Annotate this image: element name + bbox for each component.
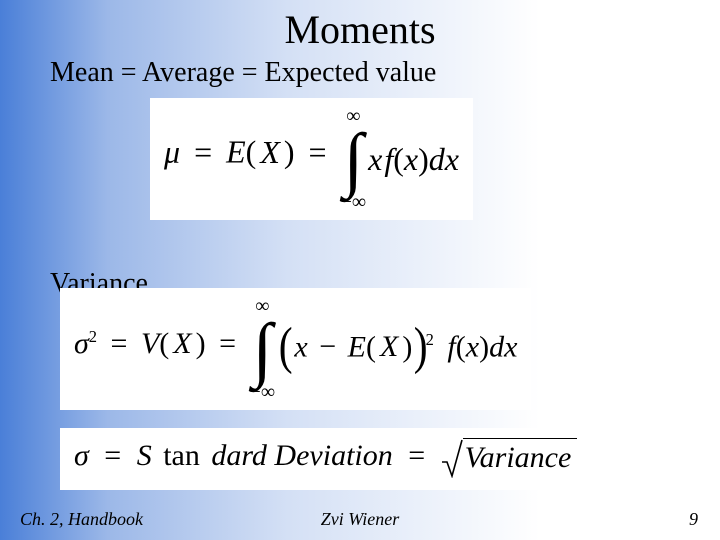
sd-rest: dard Deviation bbox=[211, 439, 392, 472]
slide-title: Moments bbox=[0, 0, 720, 53]
E-symbol: E bbox=[226, 134, 246, 170]
S-symbol: S bbox=[137, 439, 152, 472]
superscript-2: 2 bbox=[89, 327, 97, 346]
equals-sign: = bbox=[96, 439, 129, 472]
integral-sign: ∞ ∫ −∞ bbox=[250, 296, 276, 402]
formula-sd: σ = S tan dard Deviation = Variance bbox=[60, 428, 591, 490]
mu-symbol: μ bbox=[164, 134, 180, 170]
equals-sign: = bbox=[105, 327, 134, 360]
sqrt: Variance bbox=[441, 438, 578, 478]
subtitle-mean: Mean = Average = Expected value bbox=[0, 57, 720, 89]
footer-center: Zvi Wiener bbox=[321, 509, 400, 530]
lparen: ( bbox=[393, 141, 404, 177]
x-symbol: x bbox=[294, 330, 307, 363]
big-lparen: ( bbox=[279, 317, 293, 376]
integrand-x: x bbox=[404, 141, 418, 177]
lparen: ( bbox=[246, 134, 257, 170]
formula-mean: μ = E(X) = ∞ ∫ −∞ xf(x)dx bbox=[150, 98, 473, 220]
footer: Ch. 2, Handbook Zvi Wiener 9 bbox=[0, 509, 720, 530]
equals-sign: = bbox=[188, 134, 218, 170]
big-rparen: ) bbox=[414, 317, 428, 376]
sqrt-icon bbox=[441, 438, 463, 478]
integrand-x: x bbox=[368, 141, 382, 177]
tan-text: tan bbox=[159, 439, 204, 472]
integral-sign: ∞ ∫ −∞ bbox=[341, 106, 367, 212]
integral-lower-limit: −∞ bbox=[341, 192, 367, 212]
equals-sign: = bbox=[303, 134, 333, 170]
formula-mean-box: μ = E(X) = ∞ ∫ −∞ xf(x)dx bbox=[150, 98, 473, 220]
footer-left: Ch. 2, Handbook bbox=[20, 509, 143, 530]
footer-page-number: 9 bbox=[689, 509, 698, 530]
rparen: ) bbox=[284, 134, 295, 170]
rparen: ) bbox=[418, 141, 429, 177]
sigma-symbol: σ bbox=[74, 327, 89, 360]
x-symbol: x bbox=[466, 330, 479, 363]
X-symbol: X bbox=[376, 330, 402, 363]
dx: dx bbox=[429, 141, 459, 177]
formula-sd-box: σ = S tan dard Deviation = Variance bbox=[60, 428, 591, 490]
formula-variance-box: σ2 = V(X) = ∞ ∫ −∞ (x − E(X))2 f(x)dx bbox=[60, 288, 531, 410]
X-symbol: X bbox=[256, 134, 284, 170]
f-symbol: f bbox=[441, 330, 455, 363]
equals-sign: = bbox=[400, 439, 433, 472]
slide: Moments Mean = Average = Expected value … bbox=[0, 0, 720, 540]
integrand-f: f bbox=[382, 141, 393, 177]
X-symbol: X bbox=[169, 327, 195, 360]
formula-variance: σ2 = V(X) = ∞ ∫ −∞ (x − E(X))2 f(x)dx bbox=[60, 288, 531, 410]
equals-sign: = bbox=[213, 327, 242, 360]
minus-sign: − bbox=[315, 330, 340, 363]
dx: dx bbox=[489, 330, 517, 363]
sqrt-body: Variance bbox=[463, 438, 578, 478]
integral-lower-limit: −∞ bbox=[250, 382, 276, 402]
V-symbol: V bbox=[141, 327, 159, 360]
E-symbol: E bbox=[348, 330, 366, 363]
sigma-symbol: σ bbox=[74, 439, 89, 472]
